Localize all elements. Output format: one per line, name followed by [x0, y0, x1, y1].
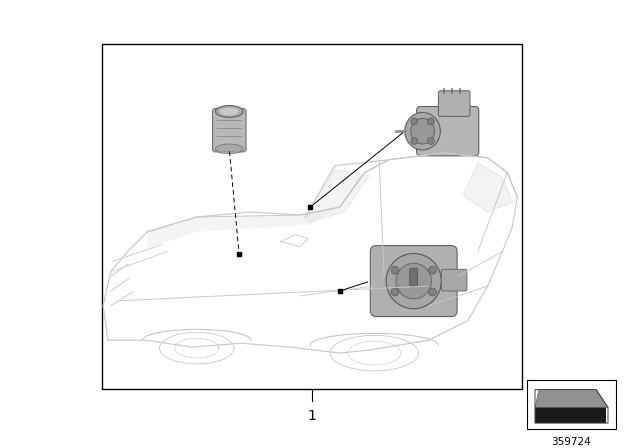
Ellipse shape — [411, 118, 435, 144]
Ellipse shape — [220, 108, 239, 116]
Circle shape — [411, 138, 418, 144]
FancyBboxPatch shape — [442, 269, 467, 291]
FancyBboxPatch shape — [212, 108, 246, 152]
Polygon shape — [535, 407, 606, 423]
Circle shape — [391, 288, 399, 296]
Ellipse shape — [216, 106, 243, 117]
Circle shape — [411, 118, 418, 125]
Polygon shape — [147, 207, 340, 249]
Bar — [527, 380, 616, 429]
FancyBboxPatch shape — [417, 107, 479, 156]
Circle shape — [429, 288, 436, 296]
Circle shape — [429, 266, 436, 274]
FancyBboxPatch shape — [371, 246, 457, 317]
Bar — [102, 44, 522, 389]
Polygon shape — [535, 390, 608, 407]
Ellipse shape — [405, 112, 440, 150]
FancyBboxPatch shape — [410, 268, 418, 286]
Polygon shape — [463, 163, 513, 212]
FancyBboxPatch shape — [438, 91, 470, 116]
Circle shape — [428, 118, 435, 125]
Circle shape — [391, 266, 399, 274]
Circle shape — [428, 138, 435, 144]
Circle shape — [386, 254, 442, 309]
Ellipse shape — [216, 144, 243, 154]
Text: 359724: 359724 — [552, 437, 591, 447]
Circle shape — [396, 263, 431, 299]
Text: 1: 1 — [308, 409, 317, 422]
Polygon shape — [305, 170, 369, 222]
